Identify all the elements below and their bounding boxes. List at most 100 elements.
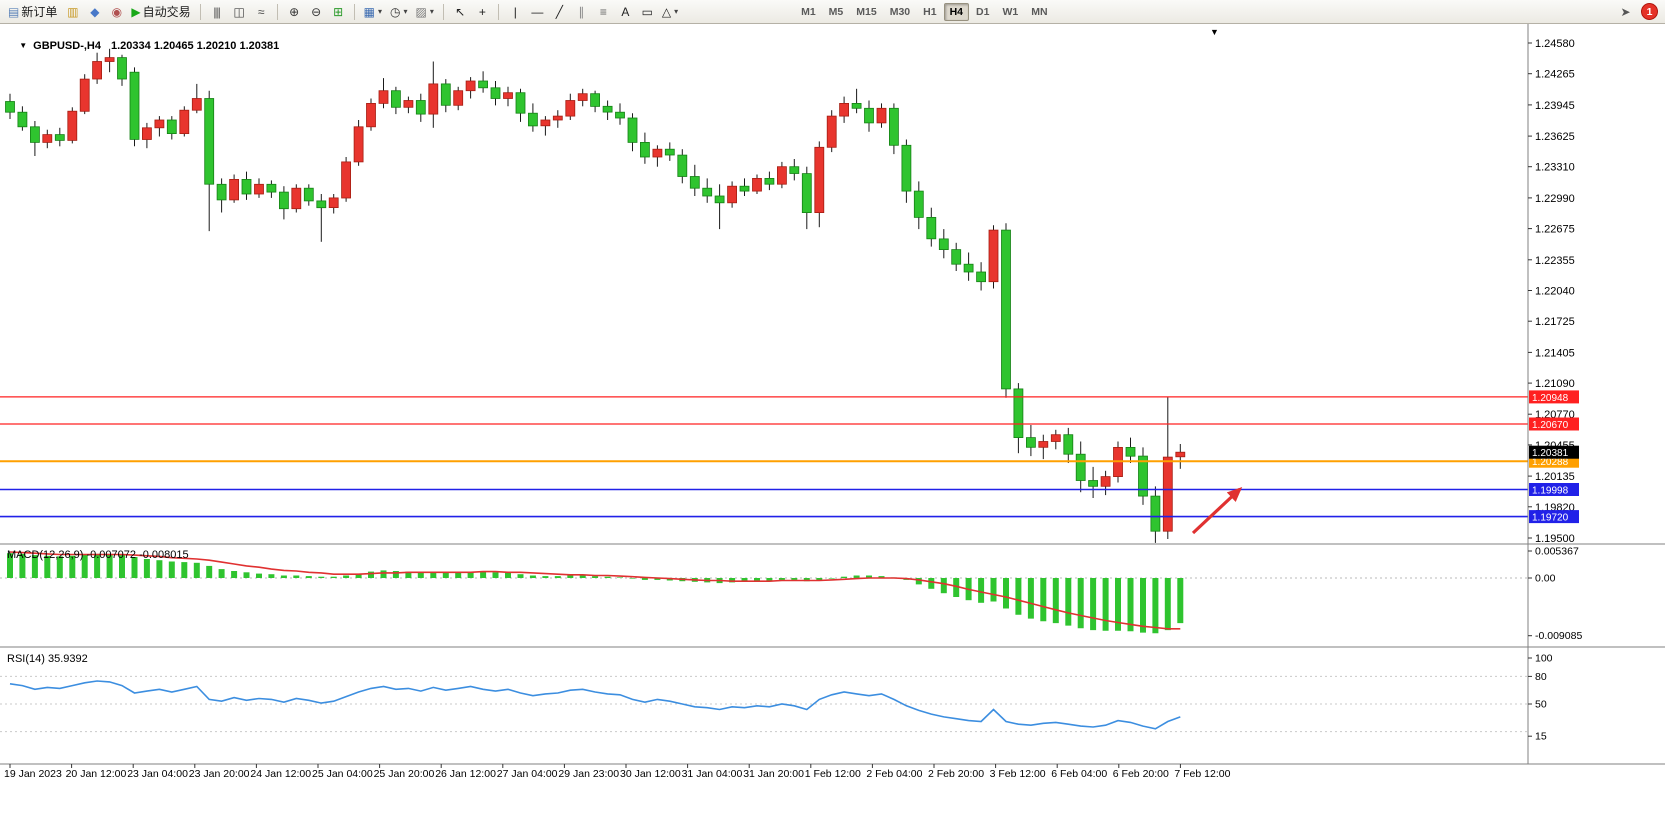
candle-body: [453, 90, 464, 106]
macd-axis-label: 0.005367: [1535, 546, 1579, 558]
candle-body: [515, 92, 526, 114]
time-axis[interactable]: 19 Jan 2023 20 Jan 12:00 23 Jan 04:00 23 Ja…: [4, 764, 1231, 780]
candle-body: [1100, 476, 1111, 487]
candle-body: [191, 98, 202, 111]
chart-dropdown-arrow-icon[interactable]: ▼: [19, 41, 28, 50]
timeframe-button-h4[interactable]: H4: [943, 2, 970, 21]
chart-shift-button[interactable]: ➤: [1615, 2, 1635, 21]
market-watch-button[interactable]: ▥: [62, 2, 82, 21]
svg-text:30 Jan 12:00: 30 Jan 12:00: [620, 768, 681, 780]
new-chart-icon: ▦: [363, 4, 375, 19]
channel-icon: ∥: [578, 4, 584, 19]
dropdown-arrow-icon: ▾: [429, 7, 434, 16]
price-axis[interactable]: 1.24580 1.24265 1.23945 1.23625 1.23310 1.229…: [1528, 38, 1575, 545]
candle-body: [602, 105, 613, 113]
annotation-arrow[interactable]: [1191, 486, 1243, 535]
bar-chart-button[interactable]: |||: [207, 2, 227, 21]
toolbar-separator: [276, 3, 278, 20]
timeframe-button-d1[interactable]: D1: [976, 5, 990, 18]
text-icon: A: [621, 4, 629, 19]
resistance-line-upper-price-tag: 1.20948: [1529, 390, 1579, 404]
svg-text:23 Jan 04:00: 23 Jan 04:00: [127, 768, 188, 780]
chart-ohlc-values: 1.20334 1.20465 1.20210 1.20381: [111, 40, 280, 52]
timeframe-button-h1[interactable]: H1: [923, 5, 937, 18]
zoom-out-button[interactable]: ⊖: [306, 2, 326, 21]
zoom-in-button[interactable]: ⊕: [284, 2, 304, 21]
candle-body: [839, 103, 849, 117]
channel-button[interactable]: ∥: [571, 2, 591, 21]
svg-text:1.20670: 1.20670: [1532, 420, 1569, 431]
chart-window[interactable]: 1.24580 1.24265 1.23945 1.23625 1.23310 1.229…: [0, 24, 1665, 834]
terminal-button[interactable]: ◉: [106, 2, 126, 21]
candle-body: [951, 249, 962, 265]
candle-body: [652, 148, 663, 158]
candle-body: [278, 191, 289, 210]
crosshair-button[interactable]: +: [472, 2, 492, 21]
svg-text:1.21405: 1.21405: [1535, 347, 1575, 359]
candle-body: [615, 111, 625, 119]
fibonacci-button[interactable]: ≡: [593, 2, 613, 21]
cursor-button[interactable]: ↖: [450, 2, 470, 21]
shapes-button[interactable]: △ ▾: [659, 2, 681, 21]
zoom-in-icon: ⊕: [289, 4, 299, 19]
svg-text:25 Jan 20:00: 25 Jan 20:00: [374, 768, 435, 780]
new-chart-button[interactable]: ▦ ▾: [361, 2, 385, 21]
vertical-line-button[interactable]: |: [505, 2, 525, 21]
timeframe-button-m1[interactable]: M1: [801, 5, 816, 18]
timeframe-button-w1[interactable]: W1: [1002, 5, 1019, 18]
trendline-icon: ╱: [555, 4, 563, 19]
candle-body: [901, 144, 912, 192]
candle-body: [1050, 434, 1061, 442]
horizontal-line-button[interactable]: —: [527, 2, 547, 21]
svg-text:2 Feb 04:00: 2 Feb 04:00: [866, 768, 922, 780]
chart-canvas[interactable]: 1.24580 1.24265 1.23945 1.23625 1.23310 1.229…: [0, 24, 1665, 780]
candle-body: [440, 83, 451, 106]
candle-body: [777, 166, 787, 185]
main-toolbar: ▤ 新订单 ▥ ◆ ◉ ▶ 自动交易 ||| ◫ ≈ ⊕ ⊖ ⊞ ▦ ▾ ◷ ▾ ▨ ▾ ↖ + | — ╱ ∥ ≡ A ▭ △ ▾ M1 M…: [0, 0, 1665, 24]
svg-text:3 Feb 12:00: 3 Feb 12:00: [990, 768, 1046, 780]
bar-chart-icon: |||: [213, 4, 220, 19]
toolbar-separator: [442, 3, 444, 20]
timeframe-button-m5[interactable]: M5: [828, 5, 844, 18]
svg-text:6 Feb 20:00: 6 Feb 20:00: [1113, 768, 1169, 780]
auto-trading-button[interactable]: ▶ 自动交易: [128, 2, 193, 21]
svg-text:1.19500: 1.19500: [1535, 533, 1575, 545]
candle-body: [54, 134, 65, 141]
timeframe-toolbar: M1 M5 M15 M30 H1 H4 D1 W1 MN: [795, 2, 1053, 21]
candle-body: [851, 103, 862, 109]
svg-text:1.19720: 1.19720: [1532, 513, 1569, 524]
timeframe-button-m15[interactable]: M15: [856, 5, 877, 18]
template-button[interactable]: ▨ ▾: [412, 2, 436, 21]
line-chart-icon: ≈: [257, 4, 265, 19]
chart-symbol: GBPUSD-,H4: [33, 40, 101, 52]
candle-body: [1088, 480, 1098, 487]
navigator-button[interactable]: ◆: [84, 2, 104, 21]
svg-text:23 Jan 20:00: 23 Jan 20:00: [189, 768, 250, 780]
notification-badge[interactable]: 1: [1641, 3, 1658, 20]
candle-body: [963, 263, 974, 273]
tile-windows-button[interactable]: ⊞: [328, 2, 348, 21]
timeframe-button-mn[interactable]: MN: [1031, 5, 1048, 18]
candle-body: [702, 187, 713, 197]
candle-body: [889, 107, 899, 146]
horizontal-line-icon: —: [531, 4, 543, 19]
candle-body: [390, 90, 401, 108]
candlestick-chart-button[interactable]: ◫: [229, 2, 249, 21]
market-watch-icon: ▥: [67, 4, 78, 19]
svg-text:25 Jan 04:00: 25 Jan 04:00: [312, 768, 373, 780]
svg-text:1.22040: 1.22040: [1535, 286, 1575, 298]
label-tool-button[interactable]: ▭: [637, 2, 657, 21]
text-tool-button[interactable]: A: [615, 2, 635, 21]
candle-body: [552, 115, 563, 121]
new-order-button[interactable]: ▤ 新订单: [5, 2, 60, 21]
trendline-button[interactable]: ╱: [549, 2, 569, 21]
dropdown-arrow-icon: ▾: [377, 7, 382, 16]
candle-body: [1038, 441, 1049, 448]
svg-text:1.24265: 1.24265: [1535, 69, 1575, 81]
line-chart-button[interactable]: ≈: [251, 2, 271, 21]
template-icon: ▨: [415, 4, 426, 19]
candle-body: [764, 177, 775, 185]
timeframe-button-m30[interactable]: M30: [889, 5, 911, 18]
period-button[interactable]: ◷ ▾: [387, 2, 411, 21]
candle-body: [254, 183, 264, 195]
